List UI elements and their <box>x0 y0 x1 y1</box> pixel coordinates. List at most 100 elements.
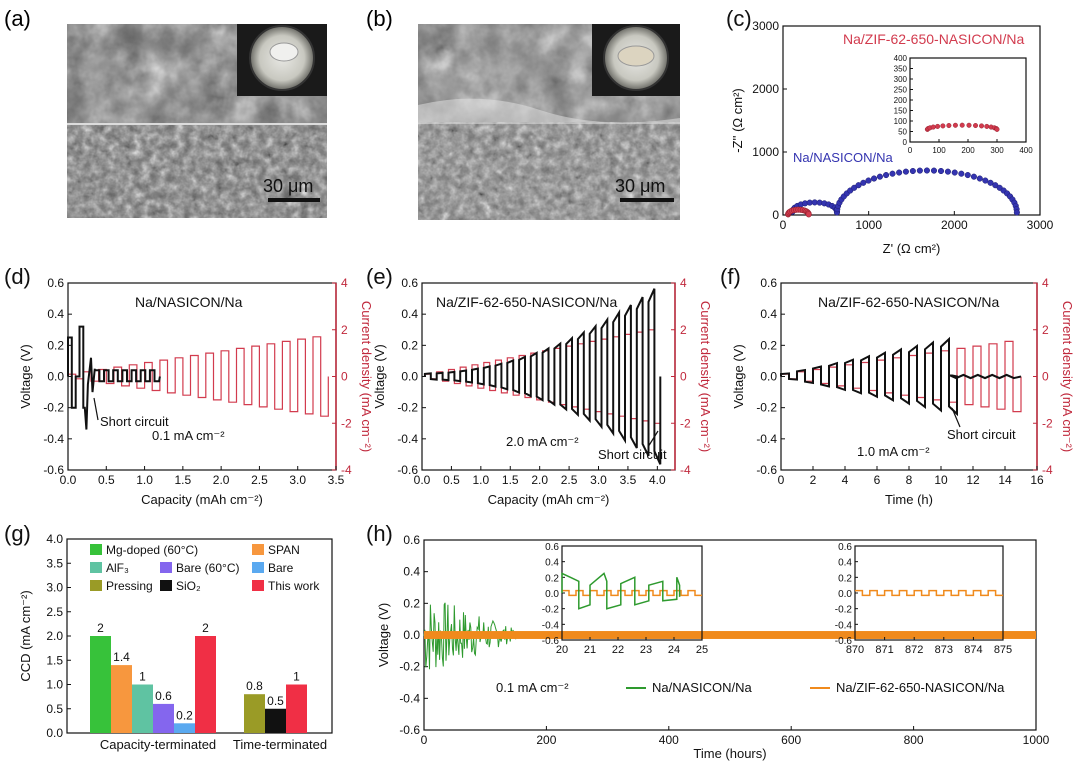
panel-c-blue-point <box>987 179 994 186</box>
panel-g-legend-swatch <box>252 580 264 591</box>
panel-h-inset1-orange-trace <box>562 589 702 597</box>
panel-h-inset1-ytick-label: 0.0 <box>545 589 559 600</box>
panel-g-legend-swatch <box>160 562 172 573</box>
panel-h-xtick-label: 1000 <box>1023 733 1050 747</box>
panel-d-y2label: Current density (mA cm⁻²) <box>359 301 374 452</box>
panel-g-bar <box>286 684 307 733</box>
panel-g-group-label: Capacity-terminated <box>100 737 216 752</box>
panel-e-current: 2.0 mA cm⁻² <box>506 434 579 449</box>
panel-f-ytick-label: 0.4 <box>760 307 777 321</box>
panel-h-ytick-label: -0.6 <box>399 723 420 737</box>
panel-g-bar <box>153 703 174 733</box>
panel-c-blue-point <box>976 175 983 182</box>
panel-h-ytick-label: 0.6 <box>403 533 420 547</box>
panel-e-title: Na/ZIF-62-650-NASICON/Na <box>436 294 617 310</box>
panel-d-xtick-label: 1.5 <box>175 473 192 487</box>
panel-d-ytick-label: 0.0 <box>47 370 64 384</box>
panel-d-current-trace <box>67 336 329 417</box>
panel-c-inset-ytick-label: 250 <box>894 86 908 95</box>
c-ytick-label: 1000 <box>752 145 779 159</box>
panel-g-ytick-label: 1.5 <box>46 653 63 667</box>
panel-c-inset-point <box>952 122 958 128</box>
panel-e-xtick-label: 2.0 <box>531 473 548 487</box>
panel-e-xtick-label: 2.5 <box>561 473 578 487</box>
panel-h-ylabel: Voltage (V) <box>376 603 391 667</box>
panel-h-inset2-ytick-label: -0.4 <box>835 620 853 631</box>
panel-c-blue-point <box>883 172 890 179</box>
panel-f-xlabel: Time (h) <box>885 492 933 507</box>
c-xtick-label: 2000 <box>941 218 968 232</box>
panel-f-ytick-label: 0.0 <box>760 370 777 384</box>
panel-f-xtick-label: 0 <box>778 473 785 487</box>
panel-d-xtick-label: 0.0 <box>60 473 77 487</box>
panel-g-bar-label: 0.6 <box>155 689 172 703</box>
panel-c-inset-point <box>979 123 985 129</box>
panel-c-inset-point <box>959 122 965 128</box>
panel-c-inset-xtick-label: 0 <box>908 146 913 155</box>
panel-f-ytick-label: -0.6 <box>756 463 777 477</box>
panel-h-xtick-label: 200 <box>536 733 556 747</box>
panel-d-ytick-label: -0.2 <box>43 401 64 415</box>
panel-c-inset-xtick-label: 300 <box>990 146 1004 155</box>
panel-h-inset2-ytick-label: -0.6 <box>835 636 853 647</box>
panel-h-legend-label-green: Na/NASICON/Na <box>652 680 752 695</box>
panel-e-ylabel: Voltage (V) <box>372 344 387 408</box>
panel-c-inset-point <box>994 126 1000 132</box>
panel-f-current: 1.0 mA cm⁻² <box>857 444 930 459</box>
panel-h-orange-band <box>424 631 1036 639</box>
panel-f-ytick-label: -0.2 <box>756 401 777 415</box>
panel-c-xlabel: Z' (Ω cm²) <box>883 241 941 256</box>
panel-e-annotation-arrow <box>647 430 659 448</box>
panel-h-inset1-ytick-label: 0.6 <box>545 542 559 553</box>
panel-c-inset-point <box>973 123 979 129</box>
panel-f-y2tick-label: 2 <box>1042 323 1049 337</box>
panel-g: (g) 0.0 0.5 1.0 1.5 2.0 2.5 3.0 3.5 4.0 CCD (mA cm… <box>4 521 333 752</box>
c-ytick-label: 2000 <box>752 82 779 96</box>
panel-g-legend-label: AlF₃ <box>106 561 129 575</box>
panel-g-legend-swatch <box>252 562 264 573</box>
panel-c-inset-point <box>930 124 936 130</box>
panel-h-inset1-xtick-label: 24 <box>668 644 680 656</box>
panel-c-blue-point <box>1013 209 1020 216</box>
panel-d-annotation-arrow <box>93 397 99 421</box>
panel-h-inset1-ytick-label: 0.4 <box>545 558 559 569</box>
panel-c-blue-point <box>951 169 958 176</box>
panel-f-xtick-label: 12 <box>966 473 980 487</box>
panel-d-xtick-label: 2.0 <box>213 473 230 487</box>
panel-f-xtick-label: 10 <box>934 473 948 487</box>
panel-e-y2tick-label: -4 <box>680 463 691 477</box>
panel-c-inset-ytick-label: 350 <box>894 65 908 74</box>
panel-h-inset2-ytick-label: 0.0 <box>838 589 852 600</box>
panel-h-inset2-ytick-label: 0.2 <box>838 573 852 584</box>
panel-g-ytick-label: 2.5 <box>46 605 63 619</box>
panel-g-bar <box>244 694 265 733</box>
panel-h-inset2-ytick-label: 0.6 <box>838 542 852 553</box>
panel-f-ylabel: Voltage (V) <box>731 344 746 408</box>
panel-d-xtick-label: 0.5 <box>98 473 115 487</box>
panel-d-y2tick-label: -2 <box>341 416 352 430</box>
panel-c-inset-point <box>946 123 952 129</box>
panel-d-xtick-label: 1.0 <box>136 473 153 487</box>
c-xtick-label: 1000 <box>855 218 882 232</box>
panel-h-inset2-xtick-label: 874 <box>964 644 982 656</box>
panel-b-label: (b) <box>366 6 393 31</box>
panel-g-ytick-label: 3.0 <box>46 581 63 595</box>
panel-f-label: (f) <box>720 264 741 289</box>
panel-g-legend-swatch <box>90 580 102 591</box>
panel-g-ytick-label: 3.5 <box>46 556 63 570</box>
panel-g-bar-label: 1 <box>293 670 300 684</box>
panel-g-bar <box>132 684 153 733</box>
panel-a-sem-image: 30 μm <box>67 24 327 218</box>
panel-g-bar-label: 0.2 <box>176 708 193 722</box>
panel-c-inset-point <box>935 123 941 129</box>
c-ytick-label: 0 <box>772 208 779 222</box>
panel-c-blue-point <box>944 168 951 175</box>
panel-c-blue-point <box>937 167 945 175</box>
panel-e-y2tick-label: 2 <box>680 323 687 337</box>
panel-c-inset-ytick-label: 0 <box>903 138 908 147</box>
panel-f-ytick-label: -0.4 <box>756 432 777 446</box>
panel-h-inset2-orange-trace <box>855 589 1003 597</box>
panel-f-xtick-label: 14 <box>998 473 1012 487</box>
